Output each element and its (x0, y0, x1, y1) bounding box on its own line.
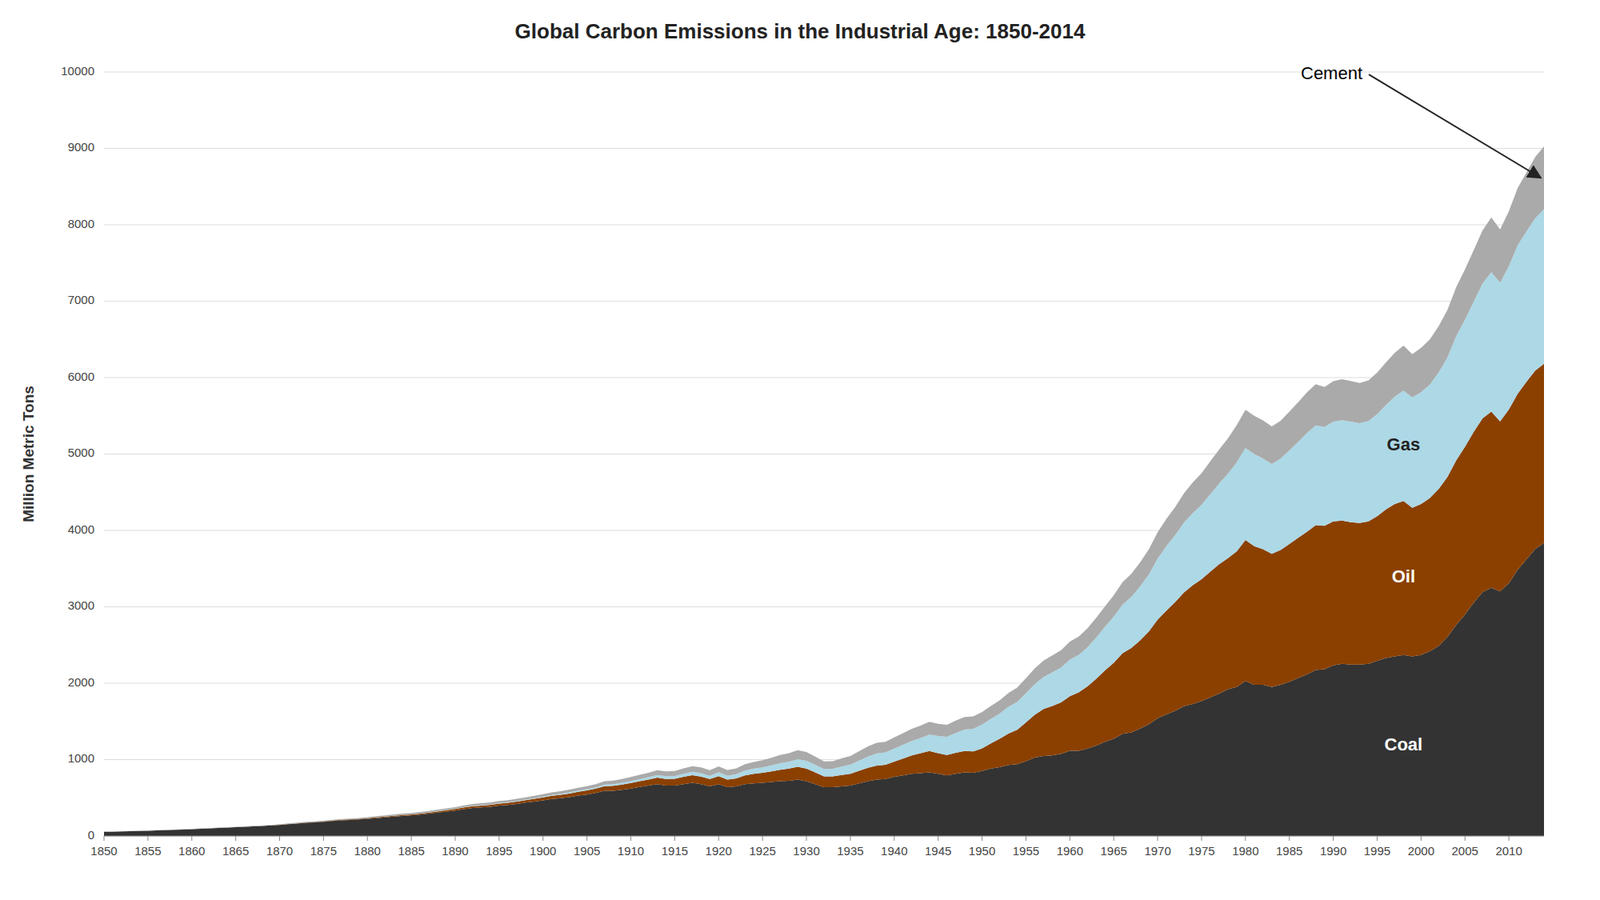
y-tick-label: 2000 (68, 675, 95, 689)
x-tick-label: 1910 (617, 844, 644, 858)
area-2 (104, 208, 1544, 832)
areas (104, 146, 1544, 836)
x-axis: 1850 1855 1860 1865 1870 1875 1880 1885 1890 1895… (90, 836, 1544, 858)
x-tick (1200, 836, 1202, 841)
x-tick-label: 1850 (90, 844, 117, 858)
x-tick-label: 1940 (880, 844, 908, 858)
x-tick-label: 1965 (1100, 844, 1128, 858)
x-tick-label: 2005 (1452, 844, 1479, 858)
y-axis-label: Million Metric Tons (20, 385, 37, 523)
grid-line (104, 300, 1544, 302)
x-tick (279, 836, 280, 841)
grid-line (104, 148, 1544, 149)
x-tick-label: 1875 (310, 844, 337, 858)
y-tick-label: 1000 (68, 751, 95, 765)
series-label: Oil (1392, 566, 1416, 587)
area-3 (104, 146, 1544, 832)
x-tick-label: 1975 (1188, 844, 1215, 858)
x-tick-label: 1935 (836, 844, 864, 858)
x-tick (191, 836, 192, 841)
y-tick-label: 8000 (68, 216, 95, 231)
x-tick (1025, 836, 1027, 841)
x-tick (1508, 836, 1510, 841)
chart: Global Carbon Emissions in the Industria… (0, 0, 1600, 900)
series-labels: Coal Oil Gas Cement (1300, 63, 1541, 755)
x-tick-label: 1855 (134, 844, 161, 858)
x-tick (674, 836, 676, 841)
y-tick-label: 5000 (68, 445, 95, 460)
x-tick (718, 836, 720, 841)
grid-line (104, 377, 1544, 379)
x-tick-label: 1915 (661, 844, 688, 858)
x-tick-label: 1895 (485, 844, 512, 858)
x-tick-label: 1995 (1364, 844, 1391, 858)
y-tick-label: 0 (88, 828, 95, 842)
x-tick (323, 836, 324, 841)
x-tick (630, 836, 632, 841)
grid-line (104, 224, 1544, 226)
y-tick-label: 10000 (60, 64, 95, 78)
x-tick (1332, 836, 1334, 841)
x-tick-label: 2010 (1495, 844, 1522, 858)
x-tick (762, 836, 764, 841)
x-tick (849, 836, 851, 841)
y-tick-label: 9000 (68, 140, 95, 154)
annotation-arrow (1368, 74, 1541, 178)
grid (104, 72, 1544, 836)
y-tick-label: 6000 (68, 369, 95, 384)
x-tick (411, 836, 412, 841)
series-label: Coal (1384, 734, 1424, 755)
x-tick (981, 836, 983, 841)
x-tick (1376, 836, 1378, 841)
x-tick (1113, 836, 1115, 841)
x-tick (1157, 836, 1159, 841)
x-tick (1288, 836, 1290, 841)
x-tick (147, 836, 148, 841)
x-tick (455, 836, 456, 841)
x-tick-label: 1950 (968, 844, 996, 858)
x-tick (1244, 836, 1246, 841)
x-tick-label: 1985 (1276, 844, 1303, 858)
x-tick-label: 1890 (441, 844, 468, 858)
x-tick-label: 1885 (397, 844, 424, 858)
x-tick (235, 836, 236, 841)
x-tick-label: 1960 (1056, 844, 1084, 858)
x-tick-label: 1925 (748, 844, 776, 858)
x-tick-label: 1955 (1012, 844, 1040, 858)
x-tick (104, 836, 105, 841)
x-tick-label: 1980 (1232, 844, 1259, 858)
x-tick-label: 1970 (1144, 844, 1171, 858)
x-tick-label: 1945 (924, 844, 952, 858)
x-tick-label: 1905 (573, 844, 600, 858)
x-tick (542, 836, 544, 841)
x-tick (893, 836, 895, 841)
x-tick-label: 1880 (354, 844, 381, 858)
x-tick-label: 1870 (266, 844, 293, 858)
x-tick-label: 2000 (1408, 844, 1435, 858)
series-label: Gas (1387, 434, 1421, 455)
x-tick-label: 1900 (529, 844, 556, 858)
x-tick-label: 1990 (1320, 844, 1347, 858)
x-tick-label: 1920 (705, 844, 732, 858)
x-tick (1464, 836, 1466, 841)
x-tick (806, 836, 808, 841)
y-tick-label: 3000 (68, 598, 95, 612)
y-tick-label: 4000 (68, 522, 95, 536)
x-tick (367, 836, 368, 841)
x-tick (498, 836, 500, 841)
y-tick-label: 7000 (68, 292, 95, 307)
x-tick (937, 836, 939, 841)
grid-line (104, 836, 1544, 837)
y-axis: 0 1000 2000 3000 4000 5000 6000 7000 8000 9000 100… (60, 64, 95, 842)
x-tick-label: 1865 (222, 844, 249, 858)
x-tick (1420, 836, 1422, 841)
series-label: Cement (1300, 63, 1363, 84)
title: Global Carbon Emissions in the Industria… (515, 19, 1086, 44)
x-tick-label: 1860 (178, 844, 205, 858)
x-axis-line (104, 836, 1544, 837)
x-tick-label: 1930 (792, 844, 820, 858)
x-tick (1069, 836, 1071, 841)
x-tick (586, 836, 588, 841)
